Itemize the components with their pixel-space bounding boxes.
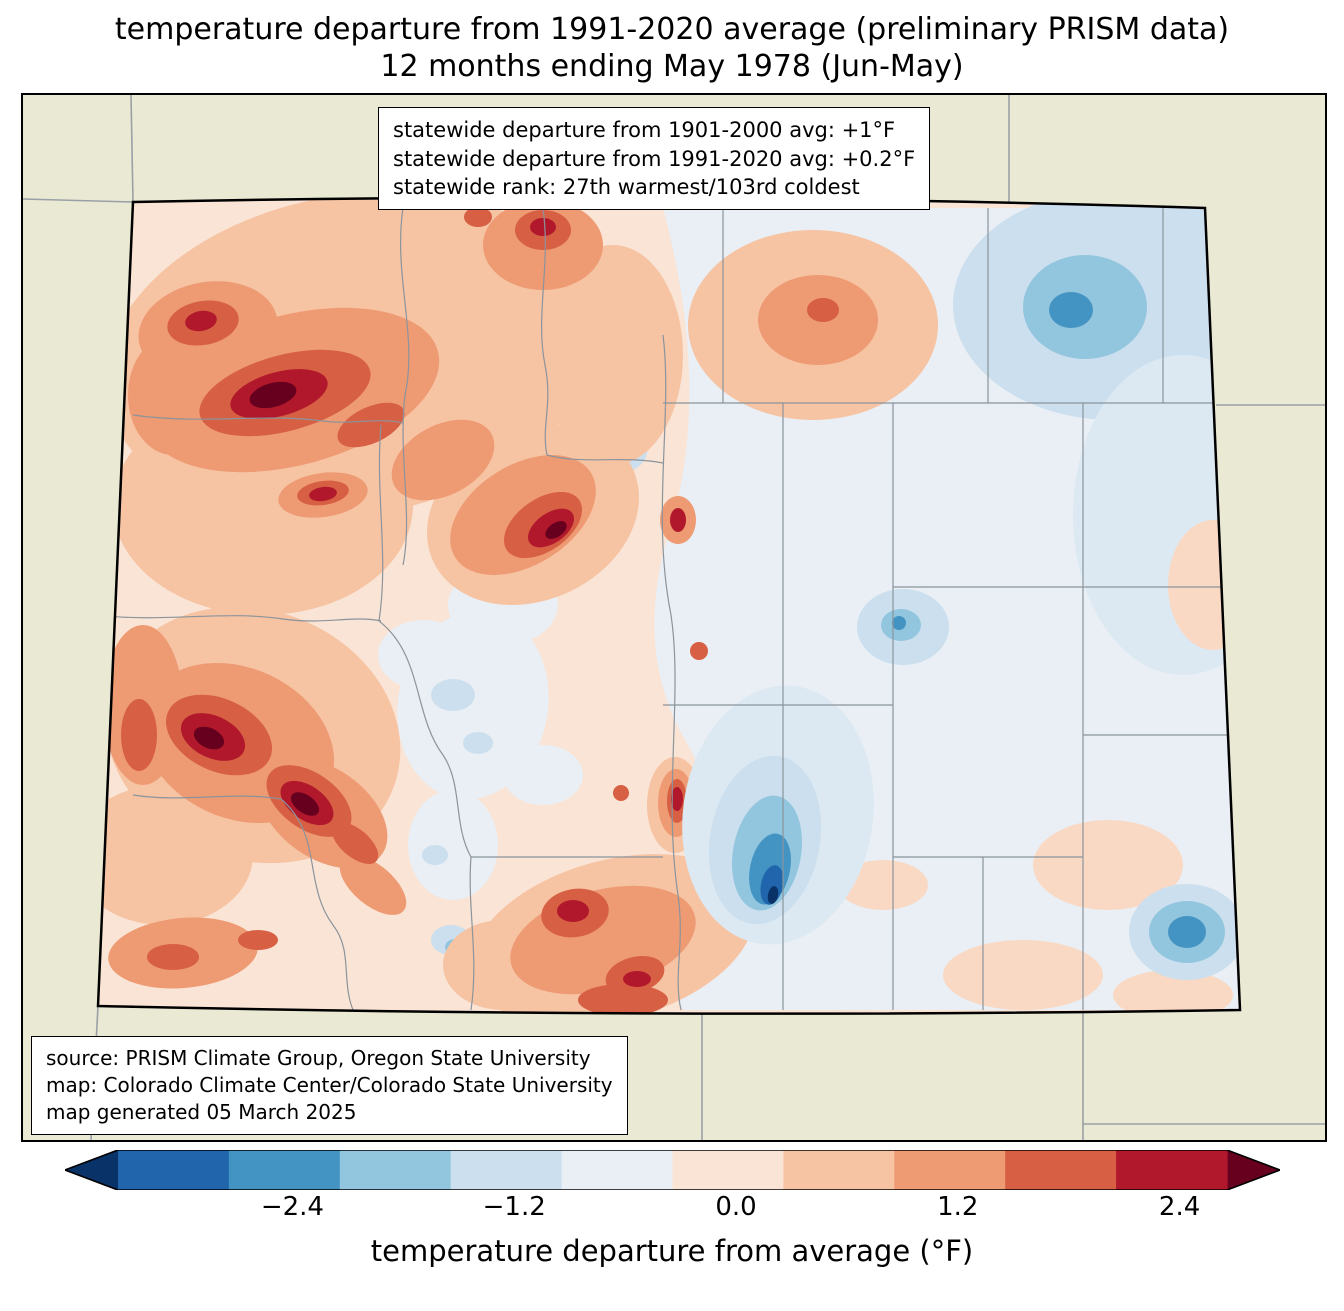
colorbar-tick-label: 0.0 xyxy=(715,1192,757,1223)
source-line-1: source: PRISM Climate Group, Oregon Stat… xyxy=(46,1046,591,1071)
source-line-3: map generated 05 March 2025 xyxy=(46,1100,357,1125)
contour-layer xyxy=(98,197,1240,1014)
colorbar-label: temperature departure from average (°F) xyxy=(370,1234,974,1269)
stats-line-3: statewide rank: 27th warmest/103rd colde… xyxy=(393,174,860,199)
source-line-2: map: Colorado Climate Center/Colorado St… xyxy=(46,1073,613,1098)
colorbar-segment xyxy=(782,1150,895,1191)
colorbar-tick-label: −1.2 xyxy=(482,1192,546,1223)
colorbar-segment xyxy=(561,1150,673,1191)
colorbar-segment xyxy=(117,1150,229,1191)
source-box: source: PRISM Climate Group, Oregon Stat… xyxy=(31,1036,628,1136)
colorbar-segment xyxy=(450,1150,562,1191)
colorado-map xyxy=(23,95,1325,1141)
colorbar-segment xyxy=(1004,1150,1117,1191)
neighbor-state-lines xyxy=(23,95,1325,1141)
colorbar-svg xyxy=(64,1150,1280,1191)
map-frame: statewide departure from 1901-2000 avg: … xyxy=(21,93,1327,1143)
colorbar-segment xyxy=(228,1150,340,1191)
colorbar-tick-label: 1.2 xyxy=(937,1192,979,1223)
stats-line-2: statewide departure from 1991-2020 avg: … xyxy=(393,146,916,171)
stats-line-1: statewide departure from 1901-2000 avg: … xyxy=(393,118,896,143)
colorbar-segment xyxy=(1115,1150,1228,1191)
county-lines xyxy=(98,208,1240,1011)
colorbar-tick-label: −2.4 xyxy=(260,1192,324,1223)
colorbar-tick-label: 2.4 xyxy=(1158,1192,1201,1223)
colorbar-under-arrow xyxy=(64,1150,118,1191)
colorbar-tick-row: −2.4 −1.2 0.0 1.2 2.4 xyxy=(65,1192,1280,1228)
title-line-2: 12 months ending May 1978 (Jun-May) xyxy=(380,48,964,84)
stats-box: statewide departure from 1901-2000 avg: … xyxy=(378,107,931,211)
title-line-1: temperature departure from 1991-2020 ave… xyxy=(114,12,1230,47)
colorbar-segment xyxy=(893,1150,1006,1191)
colorbar-segment xyxy=(339,1150,451,1191)
page-title: temperature departure from 1991-2020 ave… xyxy=(0,12,1344,85)
colorbar xyxy=(64,1150,1280,1191)
colorbar-over-arrow xyxy=(1226,1150,1280,1191)
colorbar-segment xyxy=(672,1150,784,1191)
